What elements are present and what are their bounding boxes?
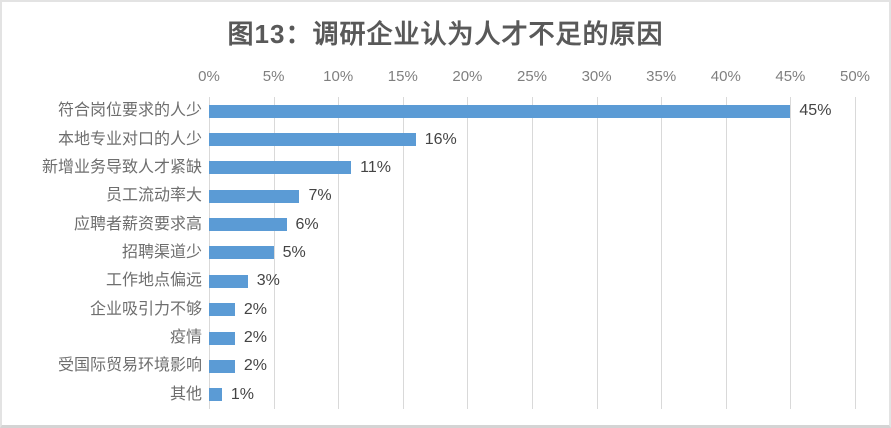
category-label: 受国际贸易环境影响 [57,357,202,375]
gridline [725,97,727,409]
value-label: 7% [308,187,332,205]
bar [209,246,274,260]
bar [209,161,352,175]
category-label: 企业吸引力不够 [89,300,202,318]
bar [209,388,222,402]
value-label: 1% [230,385,255,403]
category-label: 应聘者薪资要求高 [73,215,202,233]
bar-row: 5% [209,239,855,267]
category-label: 本地专业对口的人少 [57,130,202,148]
gridline [661,97,663,409]
category-label: 疫情 [169,329,202,347]
bar [209,189,300,203]
bar-row: 2% [209,352,855,380]
x-tick-label: 5% [262,68,285,85]
value-label: 3% [256,272,280,290]
bar [209,218,287,232]
gridline [273,97,275,409]
gridline [596,97,598,409]
bar-row: 1% [209,381,855,409]
value-label: 2% [243,357,267,375]
bar [209,133,416,147]
value-label: 11% [360,158,391,176]
category-label: 工作地点偏远 [105,272,202,290]
bar-row: 45% [209,97,855,125]
bar-row: 11% [209,154,855,182]
value-label: 5% [282,243,306,261]
x-tick-label: 45% [775,68,806,85]
bar [209,104,791,118]
category-label: 员工流动率大 [105,187,202,205]
x-tick-label: 15% [387,68,418,85]
x-tick-label: 30% [581,68,612,85]
x-tick-label: 20% [452,68,483,85]
bar-row: 6% [209,210,855,238]
bar [209,303,235,317]
x-tick-label: 10% [323,68,354,85]
x-axis-ticks: 0% 5% 10% 15% 20% 25% 30% 35% 40% 45% 50% [198,68,870,88]
plot-area: 45% 16% 11% 7% 6% 5% 3% 2% 2% 2% 1% [209,97,856,409]
x-tick-label: 50% [839,68,871,85]
x-tick-label: 40% [710,68,741,85]
bar-rows: 45% 16% 11% 7% 6% 5% 3% 2% 2% 2% 1% [209,97,855,409]
chart-title: 图13：调研企业认为人才不足的原因 [227,19,664,49]
bar-row: 2% [209,296,855,324]
bar [209,359,235,373]
bar-row: 7% [209,182,855,210]
gridline [532,97,533,409]
category-axis: 符合岗位要求的人少 本地专业对口的人少新增业务导致人才紧缺员工流动率大应聘者薪资要… [8,97,202,409]
value-label: 6% [295,215,319,233]
value-label: 2% [243,329,267,347]
category-label: 其他 [169,385,202,403]
gridline [338,97,340,409]
category-label: 符合岗位要求的人少 [57,102,202,120]
x-tick-label: 0% [198,68,220,85]
value-label: 45% [799,102,832,120]
gridline [467,97,469,409]
category-label: 招聘渠道少 [121,243,202,261]
value-label: 2% [243,300,267,318]
gridline [790,97,792,409]
gridline [855,97,856,409]
bar-row: 3% [209,267,855,295]
x-tick-label: 35% [646,68,677,85]
category-label: 新增业务导致人才紧缺 [41,158,202,176]
bar [209,331,235,345]
bar-row: 2% [209,324,855,352]
value-label: 16% [424,130,457,148]
bar-row: 16% [209,125,855,153]
x-tick-label: 25% [516,68,548,85]
gridline [402,97,404,409]
bar [209,274,248,288]
